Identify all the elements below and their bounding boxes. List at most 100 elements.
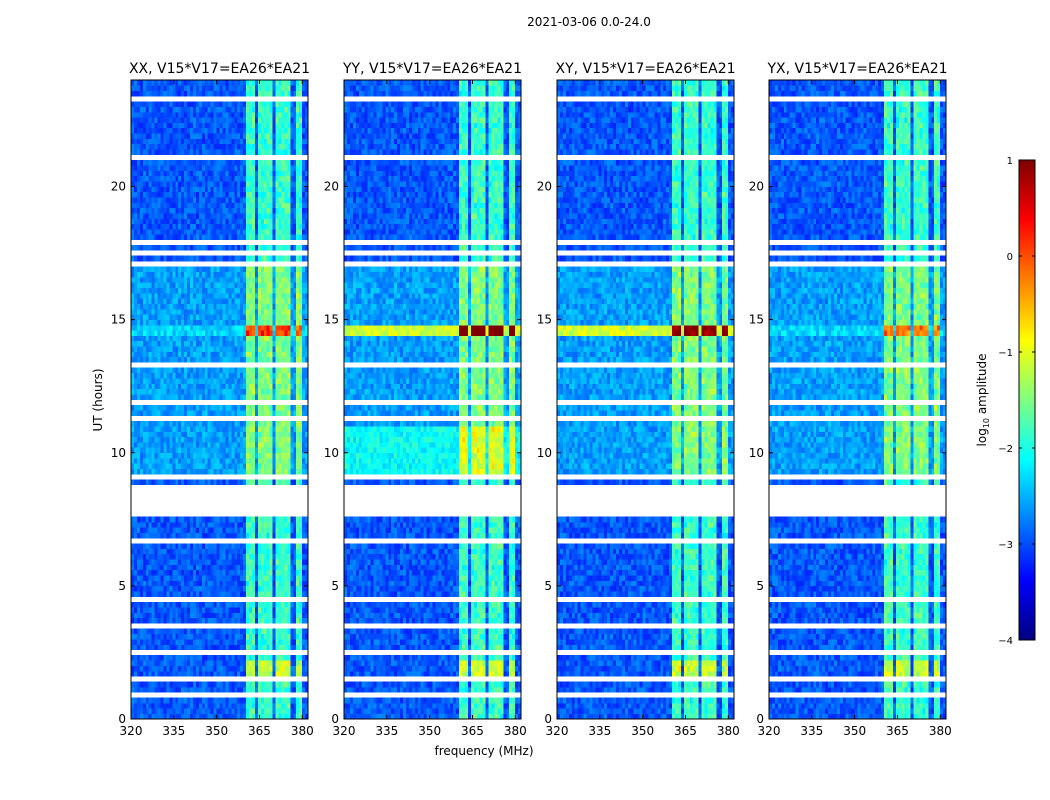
heatmap-cell <box>272 255 276 262</box>
heatmap-cell <box>251 452 256 459</box>
heatmap-cell <box>201 569 206 576</box>
heatmap-cell <box>284 660 288 667</box>
heatmap-cell <box>266 308 270 315</box>
heatmap-cell <box>281 287 285 294</box>
heatmap-cell <box>139 197 144 203</box>
heatmap-cell <box>293 372 297 379</box>
heatmap-cell <box>213 351 217 358</box>
heatmap-cell <box>207 703 211 709</box>
heatmap-cell <box>251 175 256 182</box>
heatmap-cell <box>172 601 176 608</box>
heatmap-cell <box>305 426 309 432</box>
heatmap-cell <box>246 314 250 320</box>
heatmap-cell <box>145 340 149 347</box>
heatmap-cell <box>151 655 155 661</box>
heatmap-cell <box>163 713 167 720</box>
heatmap-cell <box>231 266 235 273</box>
heatmap-cell <box>139 612 144 619</box>
heatmap-cell <box>163 612 167 619</box>
heatmap-cell <box>228 186 232 193</box>
heatmap-cell <box>222 340 226 347</box>
heatmap-cell <box>201 660 206 667</box>
heatmap-cell <box>184 591 188 597</box>
heatmap-cell <box>284 202 288 209</box>
heatmap-cell <box>278 218 282 225</box>
heatmap-cell <box>192 394 197 400</box>
heatmap-cell <box>178 708 182 714</box>
heatmap-cell <box>234 388 238 395</box>
heatmap-cell <box>131 463 135 470</box>
heatmap-cell <box>263 314 267 320</box>
heatmap-cell <box>204 660 208 667</box>
heatmap-cell <box>275 617 279 624</box>
heatmap-cell <box>145 591 149 597</box>
heatmap-cell <box>254 703 259 709</box>
heatmap-cell <box>172 569 176 576</box>
heatmap-cell <box>195 543 200 549</box>
heatmap-cell <box>272 660 276 667</box>
heatmap-cell <box>148 367 152 374</box>
heatmap-cell <box>163 186 167 193</box>
heatmap-cell <box>249 697 253 704</box>
heatmap-cell <box>305 633 309 640</box>
heatmap-cell <box>133 580 138 587</box>
heatmap-cell <box>175 340 179 347</box>
heatmap-cell <box>243 532 247 539</box>
heatmap-cell <box>204 580 208 587</box>
heatmap-cell <box>216 255 220 262</box>
heatmap-cell <box>263 319 267 326</box>
heatmap-cell <box>296 229 300 235</box>
heatmap-cell <box>163 404 167 411</box>
heatmap-cell <box>266 543 270 549</box>
heatmap-cell <box>160 351 164 358</box>
heatmap-cell <box>299 543 303 549</box>
heatmap-cell <box>225 293 229 299</box>
heatmap-cell <box>219 378 223 384</box>
heatmap-cell <box>151 591 155 597</box>
heatmap-cell <box>172 383 176 390</box>
heatmap-cell <box>136 218 141 225</box>
heatmap-cell <box>278 308 282 315</box>
heatmap-cell <box>263 266 267 273</box>
heatmap-cell <box>163 218 167 225</box>
heatmap-cell <box>169 378 173 384</box>
heatmap-cell <box>284 532 288 539</box>
heatmap-cell <box>195 553 200 560</box>
heatmap-cell <box>154 426 158 432</box>
heatmap-cell <box>225 553 229 560</box>
heatmap-cell <box>263 324 267 331</box>
heatmap-cell <box>225 703 229 709</box>
heatmap-cell <box>190 458 194 464</box>
heatmap-cell <box>293 186 297 193</box>
heatmap-cell <box>131 367 135 374</box>
heatmap-cell <box>240 591 244 597</box>
heatmap-cell <box>184 404 188 411</box>
heatmap-cell <box>190 708 194 714</box>
heatmap-cell <box>219 229 223 235</box>
heatmap-cell <box>305 575 309 581</box>
heatmap-cell <box>184 543 188 549</box>
heatmap-cell <box>201 564 206 571</box>
heatmap-cell <box>157 181 161 187</box>
heatmap-cell <box>278 245 282 251</box>
heatmap-cell <box>272 287 276 294</box>
heatmap-cell <box>133 202 138 209</box>
heatmap-cell <box>281 687 285 693</box>
heatmap-cell <box>198 607 203 613</box>
heatmap-cell <box>222 367 226 374</box>
heatmap-cell <box>246 452 250 459</box>
heatmap-cell <box>228 447 232 454</box>
heatmap-cell <box>275 633 279 640</box>
heatmap-cell <box>207 708 211 714</box>
heatmap-cell <box>305 452 309 459</box>
heatmap-cell <box>305 207 309 214</box>
heatmap-cell <box>260 617 265 624</box>
heatmap-cell <box>296 575 300 581</box>
heatmap-cell <box>260 713 265 720</box>
heatmap-cell <box>157 681 161 688</box>
heatmap-cell <box>172 655 176 661</box>
heatmap-cell <box>204 468 208 475</box>
heatmap-cell <box>260 293 265 299</box>
heatmap-cell <box>263 426 267 432</box>
heatmap-cell <box>263 202 267 209</box>
